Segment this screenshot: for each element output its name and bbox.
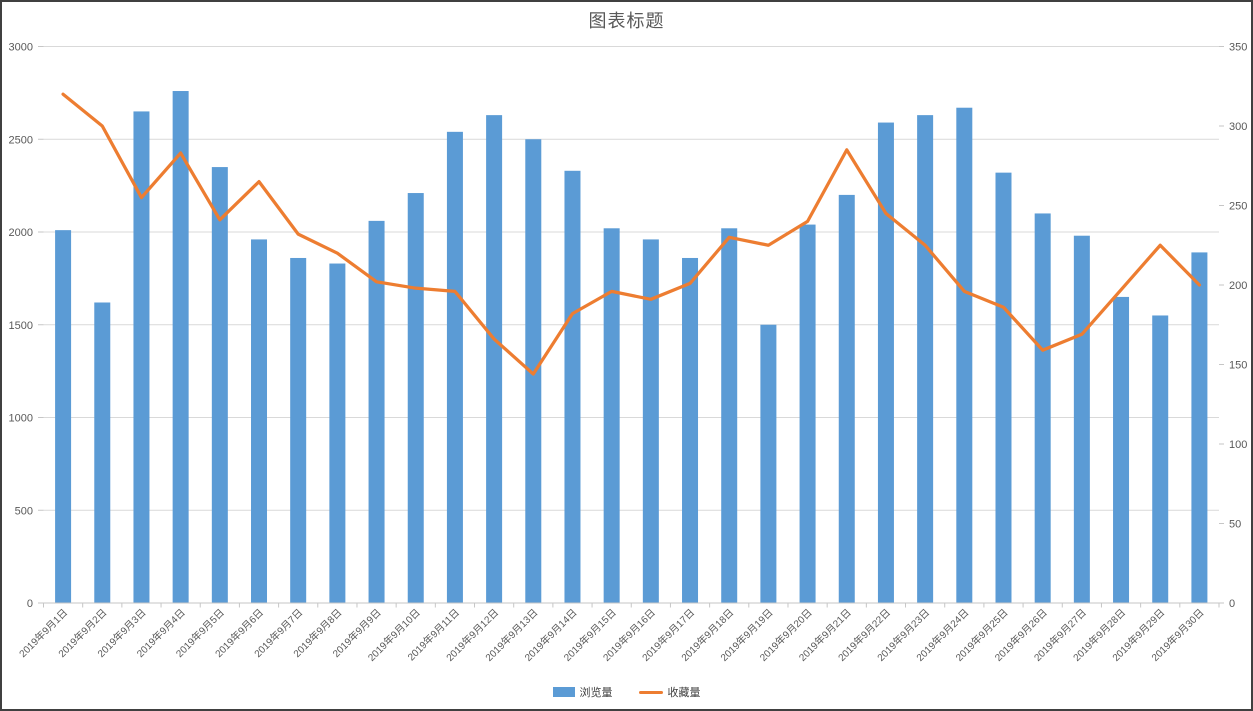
views-bar-2019年9月3日 [133,111,150,604]
left-axis-label: 500 [15,505,33,517]
right-axis-label: 350 [1229,42,1247,54]
views-bar-2019年9月5日 [211,167,228,603]
right-axis-label: 100 [1229,439,1247,451]
favorites-series-swatch-icon [638,690,663,694]
right-axis-label: 200 [1229,280,1247,292]
views-bar-2019年9月14日 [564,170,581,603]
chart-title: 图表标题 [588,11,665,31]
views-bar-2019年9月10日 [407,193,424,604]
left-axis-label: 1500 [9,320,33,332]
views-bar-2019年9月12日 [486,115,503,603]
favorites-line [61,92,1202,376]
views-bar-2019年9月24日 [956,107,973,603]
views-bar-2019年9月26日 [1034,213,1051,603]
views-bar-2019年9月18日 [721,228,738,604]
views-bar-2019年9月25日 [995,172,1012,603]
views-bar-2019年9月2日 [94,302,111,603]
views-bar-2019年9月20日 [799,224,816,603]
left-axis-label: 3000 [9,42,33,54]
right-axis-label: 300 [1229,121,1247,133]
right-axis-label: 250 [1229,201,1247,213]
views-bar-2019年9月1日 [55,230,72,603]
legend-item-favorites: 收藏量 [638,684,701,700]
views-bar-2019年9月17日 [682,257,699,603]
views-bar-2019年9月29日 [1152,315,1169,603]
views-bar-2019年9月6日 [251,239,268,604]
left-axis-label: 1000 [9,413,33,425]
views-bar-2019年9月22日 [877,122,894,604]
left-axis-label: 2000 [9,227,33,239]
views-bar-2019年9月15日 [603,228,620,604]
views-bar-2019年9月8日 [329,263,346,603]
left-axis-label: 2500 [9,134,33,146]
views-bar-2019年9月16日 [642,239,659,604]
legend-item-views: 浏览量 [552,684,613,700]
chart-legend: 浏览量 收藏量 [2,684,1251,700]
right-axis-label: 150 [1229,360,1247,372]
views-bar-2019年9月21日 [838,194,855,603]
views-bar-2019年9月4日 [172,91,189,604]
views-bar-2019年9月28日 [1113,296,1130,603]
views-bar-2019年9月7日 [290,257,307,603]
right-axis-label: 50 [1229,519,1241,531]
left-axis-label: 0 [27,598,33,610]
views-bar-2019年9月30日 [1191,252,1208,603]
right-axis-label: 0 [1229,598,1235,610]
views-bar-2019年9月19日 [760,324,777,603]
views-bar-2019年9月23日 [917,115,934,603]
views-series-swatch-icon [552,687,575,697]
views-bar-2019年9月27日 [1073,235,1090,603]
legend-label-favorites: 收藏量 [667,687,701,699]
views-bar-2019年9月11日 [446,131,463,603]
legend-label-views: 浏览量 [579,687,613,699]
views-bar-2019年9月9日 [368,220,385,603]
